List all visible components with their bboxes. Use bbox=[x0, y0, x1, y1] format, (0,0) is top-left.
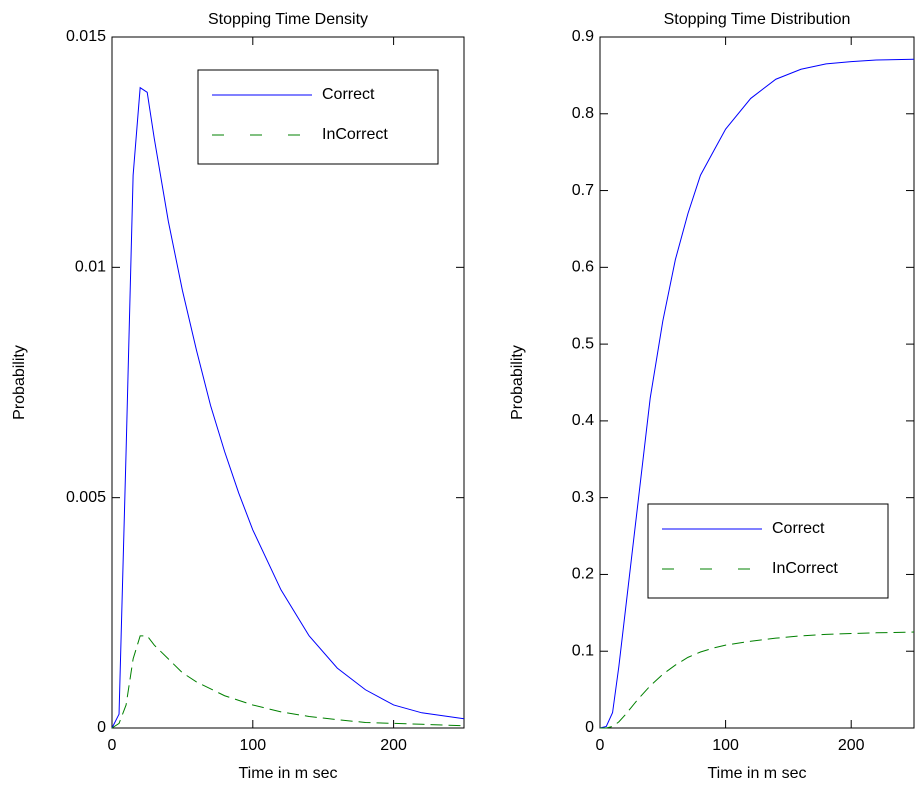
x-tick-label: 200 bbox=[380, 737, 407, 754]
y-tick-label: 0 bbox=[97, 719, 106, 736]
y-axis-label: Probability bbox=[11, 345, 28, 420]
x-tick-label: 0 bbox=[596, 737, 605, 754]
y-tick-label: 0.005 bbox=[66, 489, 106, 506]
x-axis-label: Time in m sec bbox=[239, 765, 338, 782]
y-tick-label: 0.4 bbox=[572, 412, 594, 429]
x-tick-label: 100 bbox=[712, 737, 739, 754]
y-tick-label: 0.3 bbox=[572, 489, 594, 506]
subplot: Stopping Time Distribution Time in m sec P… bbox=[509, 11, 915, 782]
legend-label: Correct bbox=[772, 520, 825, 537]
axes-box bbox=[111, 36, 465, 729]
legend-box bbox=[647, 503, 889, 599]
x-tick-label: 0 bbox=[108, 737, 117, 754]
chart-title: Stopping Time Density bbox=[208, 11, 368, 28]
y-tick-label: 0.1 bbox=[572, 642, 594, 659]
subplot: Stopping Time Density Time in m sec Probab… bbox=[11, 11, 465, 782]
y-tick-label: 0.6 bbox=[572, 259, 594, 276]
y-tick-label: 0.7 bbox=[572, 182, 594, 199]
x-axis-label: Time in m sec bbox=[708, 765, 807, 782]
legend-label: InCorrect bbox=[772, 560, 838, 577]
data-line bbox=[600, 631, 915, 729]
y-tick-label: 0 bbox=[585, 719, 594, 736]
legend-label: Correct bbox=[322, 86, 375, 103]
y-tick-label: 0.015 bbox=[66, 28, 106, 45]
y-tick-label: 0.5 bbox=[572, 335, 594, 352]
y-tick-label: 0.8 bbox=[572, 105, 594, 122]
y-tick-label: 0.9 bbox=[572, 28, 594, 45]
data-line bbox=[111, 86, 465, 729]
y-axis-label: Probability bbox=[509, 345, 526, 420]
data-line bbox=[111, 635, 465, 729]
x-tick-label: 100 bbox=[239, 737, 266, 754]
x-tick-label: 200 bbox=[838, 737, 865, 754]
axes-box bbox=[599, 36, 915, 729]
legend-label: InCorrect bbox=[322, 126, 388, 143]
y-tick-label: 0.2 bbox=[572, 566, 594, 583]
data-line bbox=[599, 58, 915, 729]
legend-box bbox=[197, 69, 439, 165]
y-tick-label: 0.01 bbox=[75, 259, 106, 276]
chart-title: Stopping Time Distribution bbox=[664, 11, 851, 28]
